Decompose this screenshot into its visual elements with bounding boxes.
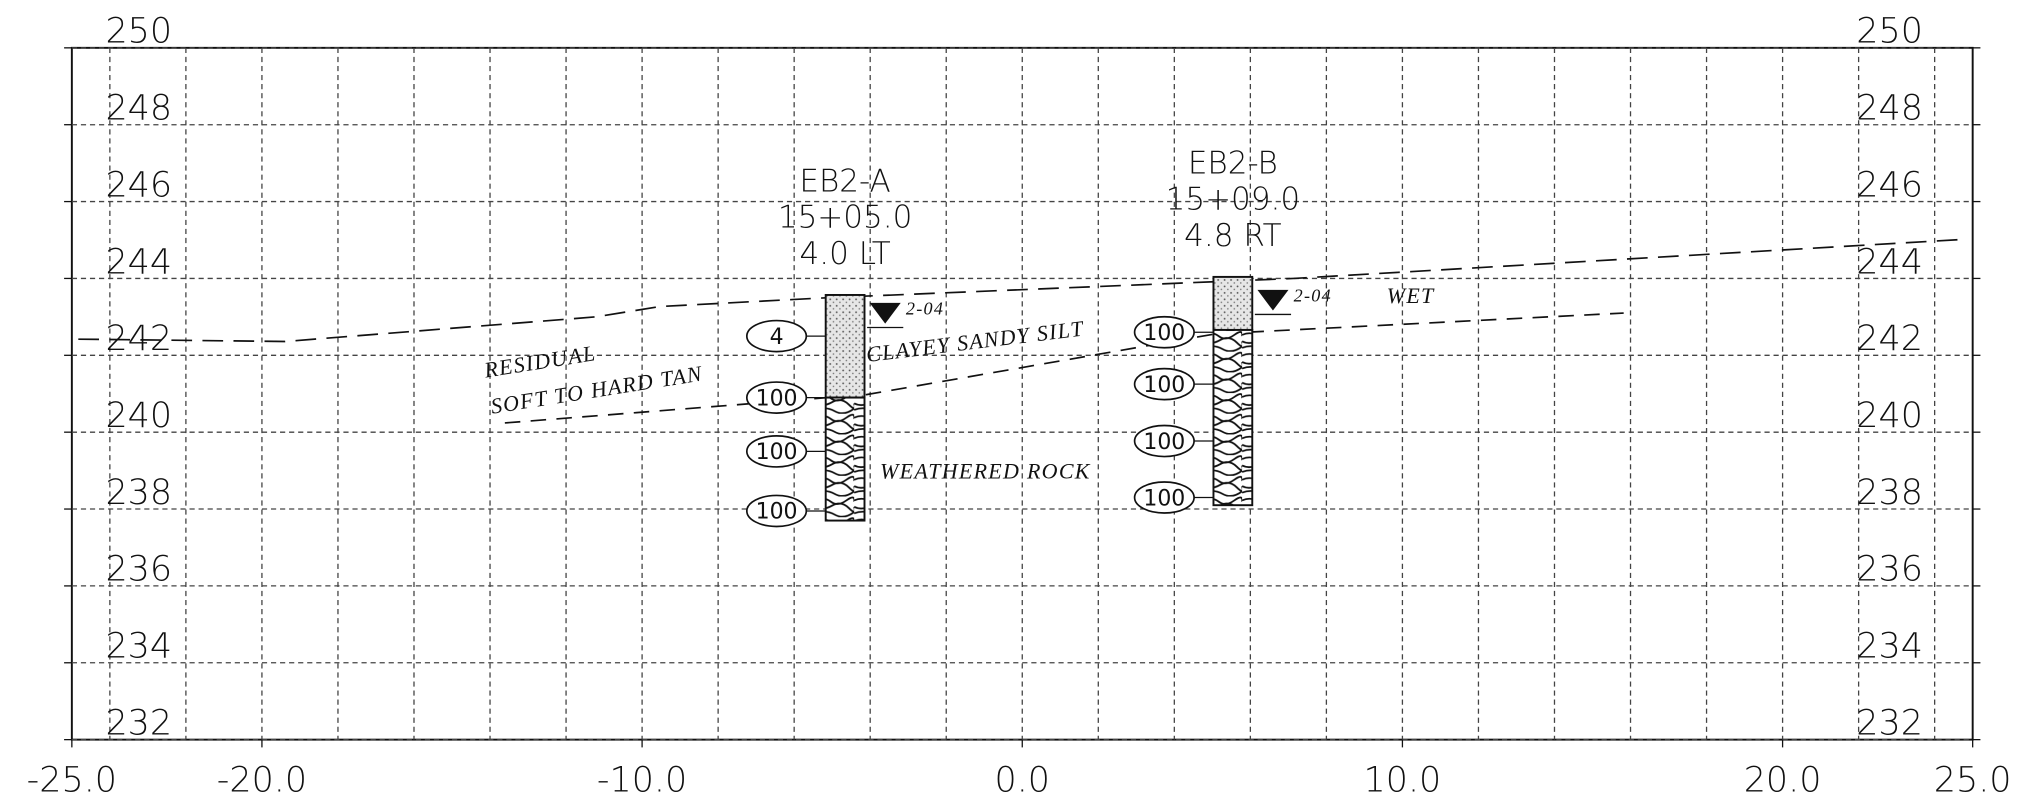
annotation: RESIDUAL bbox=[482, 340, 598, 383]
y-tick-label: 240 bbox=[1856, 396, 1923, 436]
spt-value: 100 bbox=[1143, 321, 1185, 346]
x-tick-label: 0.0 bbox=[995, 760, 1051, 800]
annotation: WEATHERED ROCK bbox=[880, 458, 1091, 483]
boring-offset: 4.8 RT bbox=[1184, 218, 1281, 254]
x-tick-label: -25.0 bbox=[27, 760, 117, 800]
y-tick-label: 246 bbox=[105, 165, 172, 205]
x-tick-label: 20.0 bbox=[1744, 760, 1822, 800]
spt-value: 100 bbox=[1143, 373, 1185, 398]
spt-value: 100 bbox=[756, 440, 798, 465]
y-tick-label: 248 bbox=[105, 89, 172, 129]
water-note: WET bbox=[1387, 283, 1435, 308]
y-tick-label: 242 bbox=[1856, 319, 1923, 359]
water-date: 2-04 bbox=[1294, 286, 1332, 306]
y-tick-label: 236 bbox=[1856, 550, 1923, 590]
x-tick-label: 25.0 bbox=[1934, 760, 2012, 800]
y-tick-label: 250 bbox=[105, 12, 172, 52]
spt-value: 4 bbox=[770, 325, 784, 350]
annotation: CLAYEY SANDY SILT bbox=[865, 315, 1086, 367]
water-date: 2-04 bbox=[906, 299, 944, 319]
spt-value: 100 bbox=[756, 386, 798, 411]
y-tick-label: 234 bbox=[1856, 627, 1923, 667]
soil-layer bbox=[1213, 277, 1252, 330]
x-tick-label: -20.0 bbox=[217, 760, 307, 800]
rock-layer bbox=[826, 398, 865, 521]
rock-layer bbox=[1213, 330, 1252, 505]
y-tick-label: 244 bbox=[105, 242, 172, 282]
page: {"drawing": { "x_axis": {"xlim": [-25, 2… bbox=[0, 0, 2029, 803]
spt-value: 100 bbox=[1143, 486, 1185, 511]
y-tick-label: 232 bbox=[105, 703, 172, 743]
boring-name: EB2-B bbox=[1188, 145, 1278, 181]
boring-station: 15+09.0 bbox=[1166, 182, 1301, 218]
x-tick-label: 10.0 bbox=[1364, 760, 1442, 800]
y-tick-label: 250 bbox=[1856, 12, 1923, 52]
boring-name: EB2-A bbox=[799, 164, 890, 200]
y-tick-label: 238 bbox=[105, 473, 172, 513]
spt-value: 100 bbox=[1143, 430, 1185, 455]
boring: EB2-B15+09.04.8 RT 100 100 100 100 2-04 WET bbox=[1135, 145, 1435, 513]
y-tick-label: 248 bbox=[1856, 89, 1923, 129]
boring-offset: 4.0 LT bbox=[800, 236, 891, 272]
y-tick-label: 246 bbox=[1856, 165, 1923, 205]
cross-section: 2322322342342362362382382402402422422442… bbox=[0, 0, 2029, 803]
spt-value: 100 bbox=[756, 500, 798, 525]
y-tick-label: 244 bbox=[1856, 242, 1923, 282]
water-level bbox=[1257, 290, 1288, 311]
x-tick-label: -10.0 bbox=[597, 760, 687, 800]
y-tick-label: 238 bbox=[1856, 473, 1923, 513]
y-tick-label: 234 bbox=[105, 627, 172, 667]
y-tick-label: 236 bbox=[105, 550, 172, 590]
water-level bbox=[870, 303, 901, 324]
y-tick-label: 232 bbox=[1856, 703, 1923, 743]
boring-station: 15+05.0 bbox=[778, 200, 913, 236]
y-tick-label: 240 bbox=[105, 396, 172, 436]
soil-layer bbox=[826, 295, 865, 398]
